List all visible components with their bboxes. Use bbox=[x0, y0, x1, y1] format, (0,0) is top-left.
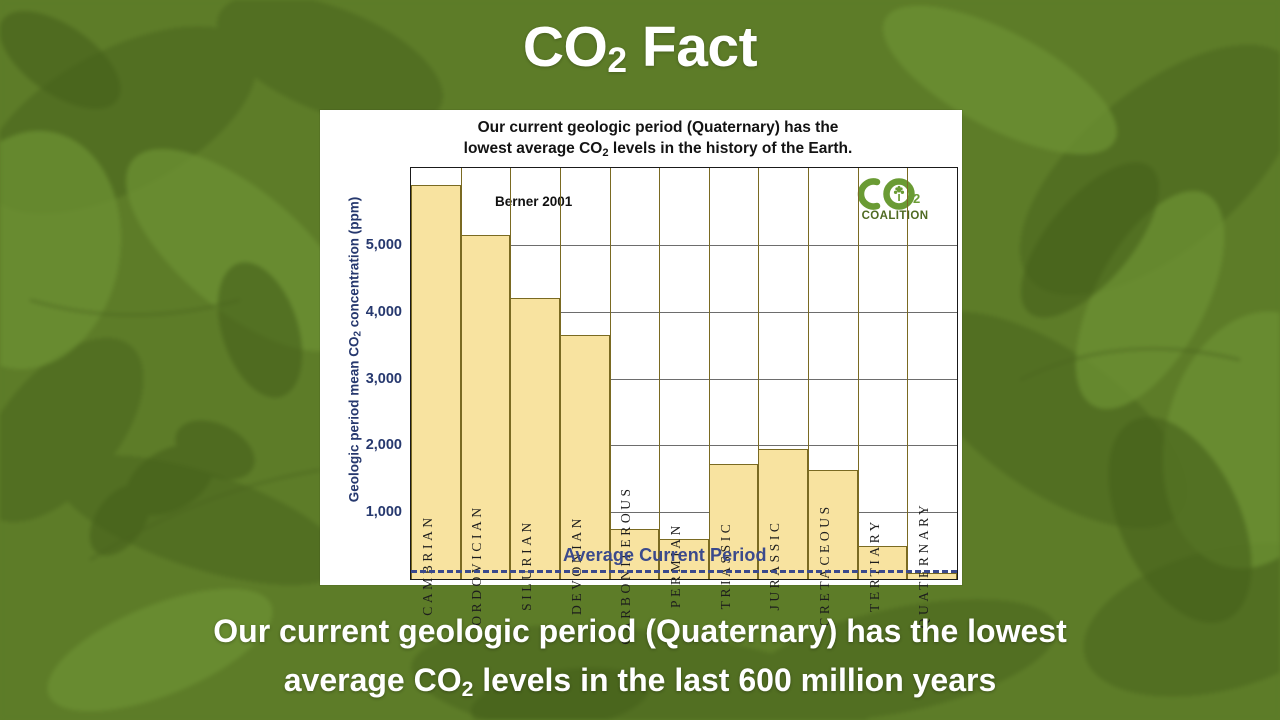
gridline-2000 bbox=[411, 445, 957, 447]
y-axis-label-pre: Geologic period mean CO bbox=[346, 336, 362, 503]
y-axis-label-subscript: 2 bbox=[352, 330, 364, 337]
bar-silurian bbox=[510, 298, 560, 579]
co2-logo-mark: 2 bbox=[857, 178, 920, 210]
y-axis-label: Geologic period mean CO2 concentration (… bbox=[346, 140, 364, 560]
bar-separator bbox=[758, 168, 760, 579]
plot-area: Berner 2001 2 COALITION 1,000 2,000 3,00 bbox=[366, 167, 958, 645]
y-tick-label-5000: 5,000 bbox=[365, 236, 402, 253]
bar-ordovician bbox=[460, 234, 511, 579]
bar-tertiary bbox=[857, 545, 908, 579]
co2-coalition-logo: 2 COALITION bbox=[847, 176, 943, 222]
bar-separator bbox=[510, 168, 512, 579]
chart-card: Our current geologic period (Quaternary)… bbox=[320, 110, 962, 645]
average-current-period-line bbox=[411, 569, 957, 573]
caption-line-2-post: levels in the last 600 million years bbox=[473, 662, 997, 699]
bar-label-jurassic: JURASSIC bbox=[767, 519, 783, 611]
y-tick-label-1000: 1,000 bbox=[365, 504, 402, 521]
slide-title-tail: Fact bbox=[626, 15, 758, 79]
chart-title-line2-pre: lowest average CO bbox=[463, 139, 603, 157]
slide-caption: Our current geologic period (Quaternary)… bbox=[0, 607, 1280, 706]
caption-line-1: Our current geologic period (Quaternary)… bbox=[213, 612, 1067, 649]
bar-jurassic bbox=[758, 448, 809, 579]
slide-title-subscript: 2 bbox=[607, 40, 627, 80]
gridline-4000 bbox=[411, 311, 957, 313]
chart-title-line1: Our current geologic period (Quaternary)… bbox=[477, 119, 839, 136]
caption-subscript: 2 bbox=[461, 677, 474, 701]
chart-title: Our current geologic period (Quaternary)… bbox=[360, 118, 956, 159]
y-tick-label-3000: 3,000 bbox=[365, 370, 402, 387]
source-annotation: Berner 2001 bbox=[495, 194, 573, 209]
caption-line-2-pre: average CO bbox=[283, 662, 462, 699]
bar-cambrian bbox=[411, 184, 461, 579]
chart-title-line2-post: levels in the history of the Earth. bbox=[608, 139, 853, 157]
co2-logo-coalition-text: COALITION bbox=[861, 210, 929, 222]
bar-separator bbox=[808, 168, 810, 579]
chart-title-subscript: 2 bbox=[602, 146, 609, 159]
y-tick-label-4000: 4,000 bbox=[365, 303, 402, 320]
bar-cretaceous bbox=[808, 470, 858, 579]
bar-label-cambrian: CAMBRIAN bbox=[419, 514, 435, 616]
y-tick-label-2000: 2,000 bbox=[365, 437, 402, 454]
gridline-3000 bbox=[411, 378, 957, 380]
bar-separator bbox=[857, 168, 859, 579]
bar-separator bbox=[907, 168, 909, 579]
slide-title-main: CO bbox=[522, 15, 608, 79]
bar-separator bbox=[708, 168, 710, 579]
bar-separator bbox=[659, 168, 661, 579]
y-axis-label-post: concentration (ppm) bbox=[346, 196, 362, 331]
bar-separator bbox=[460, 168, 462, 579]
bar-label-tertiary: TERTIARY bbox=[866, 518, 882, 612]
bar-label-silurian: SILURIAN bbox=[519, 519, 535, 611]
bar-quaternary bbox=[907, 573, 957, 579]
average-current-period-label: Average Current Period bbox=[563, 544, 767, 565]
gridline-1000 bbox=[411, 512, 957, 514]
bar-separator bbox=[609, 168, 611, 579]
svg-text:2: 2 bbox=[913, 191, 920, 206]
bar-separator bbox=[559, 168, 561, 579]
slide-title: CO2 Fact bbox=[0, 14, 1280, 80]
gridline-5000 bbox=[411, 244, 957, 246]
